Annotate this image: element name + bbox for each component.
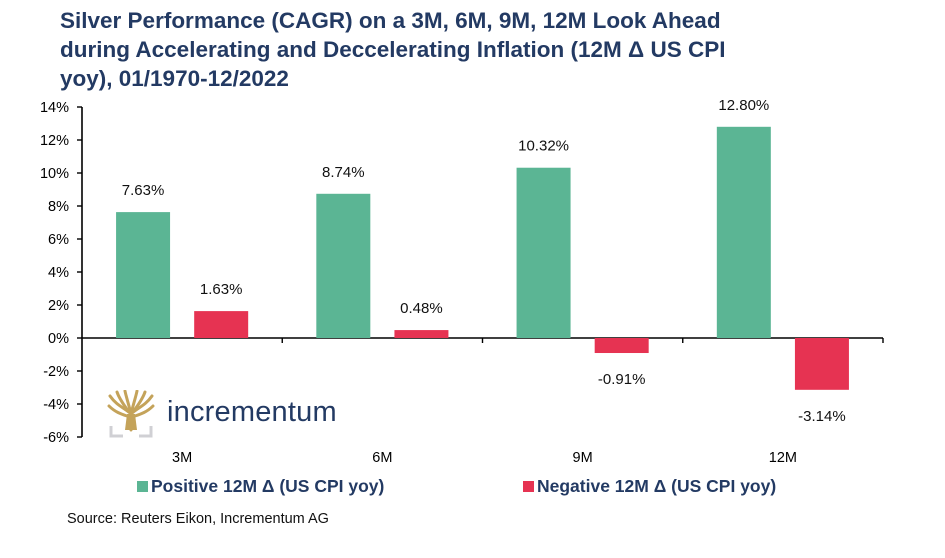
source-note: Source: Reuters Eikon, Incrementum AG bbox=[67, 511, 329, 527]
y-tick-label: 0% bbox=[48, 331, 69, 347]
y-tick-label: -4% bbox=[43, 397, 69, 413]
data-label-positive-6M: 8.74% bbox=[322, 164, 365, 181]
bar-negative-12M bbox=[794, 338, 849, 390]
bar-positive-6M bbox=[316, 193, 371, 338]
legend-item-negative: Negative 12M Δ (US CPI yoy) bbox=[523, 476, 776, 497]
chart-title: Silver Performance (CAGR) on a 3M, 6M, 9… bbox=[60, 6, 920, 93]
y-tick-label: 12% bbox=[40, 133, 69, 149]
legend-item-positive: Positive 12M Δ (US CPI yoy) bbox=[137, 476, 384, 497]
data-label-positive-3M: 7.63% bbox=[122, 182, 165, 199]
tree-logo-icon bbox=[107, 390, 155, 438]
y-tick-label: 6% bbox=[48, 232, 69, 248]
x-category-label: 9M bbox=[573, 450, 593, 466]
y-tick-label: -2% bbox=[43, 364, 69, 380]
data-label-negative-9M: -0.91% bbox=[598, 371, 646, 388]
bar-positive-12M bbox=[716, 126, 771, 338]
y-tick-label: 2% bbox=[48, 298, 69, 314]
legend-label-positive: Positive 12M Δ (US CPI yoy) bbox=[151, 476, 385, 496]
bar-positive-9M bbox=[516, 167, 571, 338]
y-tick-label: 10% bbox=[40, 166, 69, 182]
data-label-positive-12M: 12.80% bbox=[718, 97, 769, 114]
y-tick-label: 8% bbox=[48, 199, 69, 215]
y-tick-label: 14% bbox=[40, 100, 69, 116]
bar-negative-9M bbox=[594, 338, 649, 354]
chart-title-line-2: during Accelerating and Deccelerating In… bbox=[60, 37, 726, 62]
data-label-negative-3M: 1.63% bbox=[200, 281, 243, 298]
incrementum-logo: incrementum bbox=[107, 390, 337, 438]
x-category-label: 3M bbox=[172, 450, 192, 466]
y-tick-label: 4% bbox=[48, 265, 69, 281]
y-axis: 14% 12% 10% 8% 6% 4% 2% 0% -2% -4% -6% bbox=[40, 100, 83, 446]
chart-title-line-3: yoy), 01/1970-12/2022 bbox=[60, 66, 289, 91]
legend-label-negative: Negative 12M Δ (US CPI yoy) bbox=[537, 476, 777, 496]
x-category-label: 6M bbox=[372, 450, 392, 466]
logo-text: incrementum bbox=[167, 395, 337, 428]
bar-positive-3M bbox=[116, 212, 171, 338]
legend-swatch-positive bbox=[137, 481, 148, 492]
legend-swatch-negative bbox=[523, 481, 534, 492]
bars bbox=[116, 126, 849, 390]
data-label-negative-6M: 0.48% bbox=[400, 300, 443, 317]
y-tick-label: -6% bbox=[43, 430, 69, 446]
data-labels: 7.63% 8.74% 10.32% 12.80% 1.63% 0.48% -0.91% -3… bbox=[122, 97, 846, 425]
x-category-label: 12M bbox=[769, 450, 797, 466]
bar-negative-3M bbox=[194, 311, 249, 338]
bar-negative-6M bbox=[394, 330, 449, 338]
data-label-positive-9M: 10.32% bbox=[518, 138, 569, 155]
chart-title-line-1: Silver Performance (CAGR) on a 3M, 6M, 9… bbox=[60, 8, 721, 33]
data-label-negative-12M: -3.14% bbox=[798, 408, 846, 425]
